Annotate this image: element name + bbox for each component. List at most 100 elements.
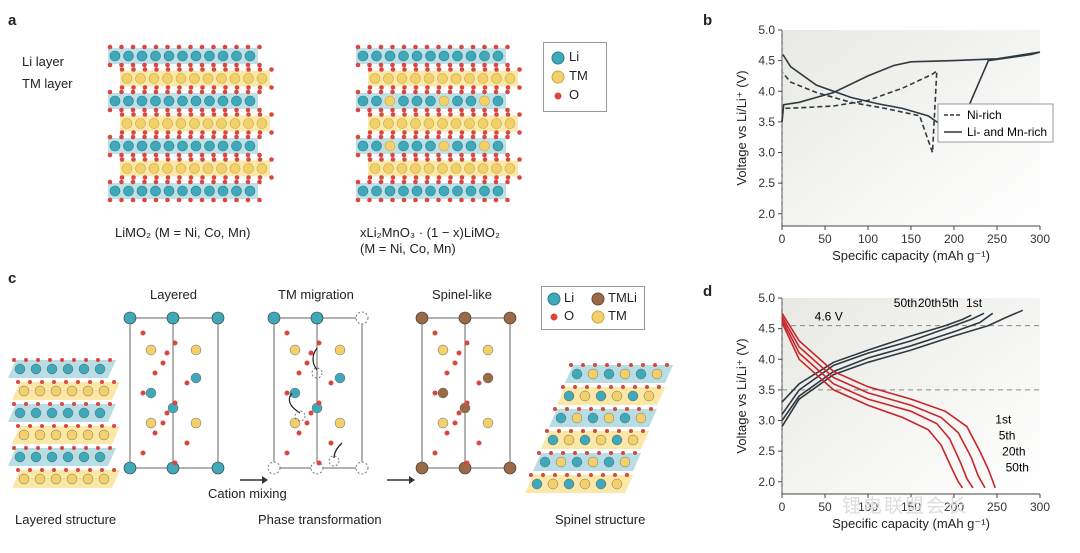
title-layered: Layered (150, 287, 197, 302)
li-atom (438, 185, 450, 197)
o-atom (165, 175, 171, 180)
o-atom (367, 197, 372, 203)
tm-atom (175, 118, 187, 129)
o-atom (367, 175, 373, 180)
y-tick-label: 4.5 (758, 322, 775, 336)
series-line-50th (781, 314, 972, 403)
o-atom (12, 446, 16, 450)
o-atom (223, 175, 228, 180)
o-atom (154, 112, 159, 117)
tm-atom (121, 163, 133, 174)
o-atom (493, 62, 499, 68)
o-atom (211, 112, 217, 117)
o-atom (52, 380, 56, 384)
li-atom (531, 478, 543, 490)
tm-atom (504, 163, 516, 174)
o-atom (257, 85, 263, 90)
li-atom (587, 412, 599, 424)
o-atom (589, 407, 593, 411)
o-atom (165, 85, 171, 90)
o-atom (436, 85, 442, 90)
tm-atom (384, 140, 396, 152)
o-atom (130, 89, 136, 95)
o-atom (444, 370, 450, 376)
li-atom (94, 407, 106, 419)
o-atom (176, 107, 182, 113)
tm-atom (66, 473, 78, 485)
tm-atom (98, 473, 110, 485)
o-atom (153, 44, 159, 50)
o-atom (211, 62, 216, 68)
o-atom (482, 67, 488, 72)
o-atom (72, 358, 76, 362)
panel-label-a: a (8, 12, 17, 29)
o-atom (517, 175, 522, 180)
o-atom (165, 107, 170, 113)
o-atom (456, 410, 462, 416)
li-atom (204, 50, 215, 62)
o-atom (316, 460, 322, 466)
tm-atom (162, 163, 173, 174)
tm-atom (547, 478, 559, 490)
o-atom (119, 197, 124, 203)
o-atom (493, 107, 499, 113)
x-tick-label: 200 (944, 500, 964, 514)
li-atom (465, 95, 477, 107)
o-atom (76, 468, 80, 472)
o-atom (211, 175, 217, 180)
li-atom (190, 50, 202, 62)
o-atom (257, 89, 262, 95)
o-atom (390, 179, 395, 185)
li-atom (579, 434, 591, 446)
o-atom (246, 67, 251, 72)
li-atom (190, 140, 202, 152)
o-atom (470, 152, 476, 158)
vacancy-site (355, 461, 369, 475)
chart-b: 2.0 2.5 3.0 3.5 4.0 4.5 5.0 0 50 100 150 200 250 300 S… (734, 23, 1054, 263)
li-atom (595, 390, 607, 402)
li-atom (398, 140, 409, 152)
o-atom (424, 89, 430, 95)
o-atom (234, 157, 240, 162)
o-atom (223, 130, 228, 135)
li-atom (452, 185, 463, 197)
o-atom (470, 179, 476, 185)
o-atom (367, 179, 372, 185)
o-atom (413, 44, 418, 50)
o-atom (657, 385, 661, 389)
li-atom (452, 140, 463, 152)
li-atom (30, 363, 42, 375)
o-atom (211, 44, 216, 50)
chart-d: 2.0 2.5 3.0 3.5 4.0 4.5 5.0 0 50 100 150 200 250 300 S… (734, 291, 1050, 531)
o-atom (200, 112, 205, 117)
o-atom (199, 44, 205, 50)
o-atom (470, 107, 476, 113)
o-atom (246, 130, 251, 135)
unit-cell-spinel-like (415, 311, 517, 475)
o-atom (505, 152, 510, 158)
tm-atom (121, 118, 133, 129)
li-atom (231, 50, 242, 62)
o-atom (390, 107, 395, 113)
li-atom (619, 412, 631, 424)
tm-atom (190, 344, 202, 356)
o-atom (140, 390, 146, 396)
tm-atom (384, 95, 396, 107)
o-atom (172, 400, 178, 406)
o-atom (621, 451, 625, 455)
o-atom (234, 89, 239, 95)
corner-atom (123, 461, 137, 475)
unit-cell-layered (123, 311, 225, 475)
o-atom (107, 107, 113, 113)
y-axis-label: Voltage vs Li/Li⁺ (V) (734, 338, 749, 453)
y-tick-label: 5.0 (758, 23, 775, 37)
o-atom (60, 358, 64, 362)
li-atom (150, 95, 161, 107)
li-atom (398, 50, 409, 62)
y-axis-label: Voltage vs Li/Li⁺ (V) (734, 70, 749, 185)
o-atom (413, 179, 418, 185)
tm-layer-label: TM layer (22, 76, 73, 91)
o-atom (269, 112, 274, 117)
series-line-5th (781, 312, 994, 421)
o-atom (211, 130, 217, 135)
